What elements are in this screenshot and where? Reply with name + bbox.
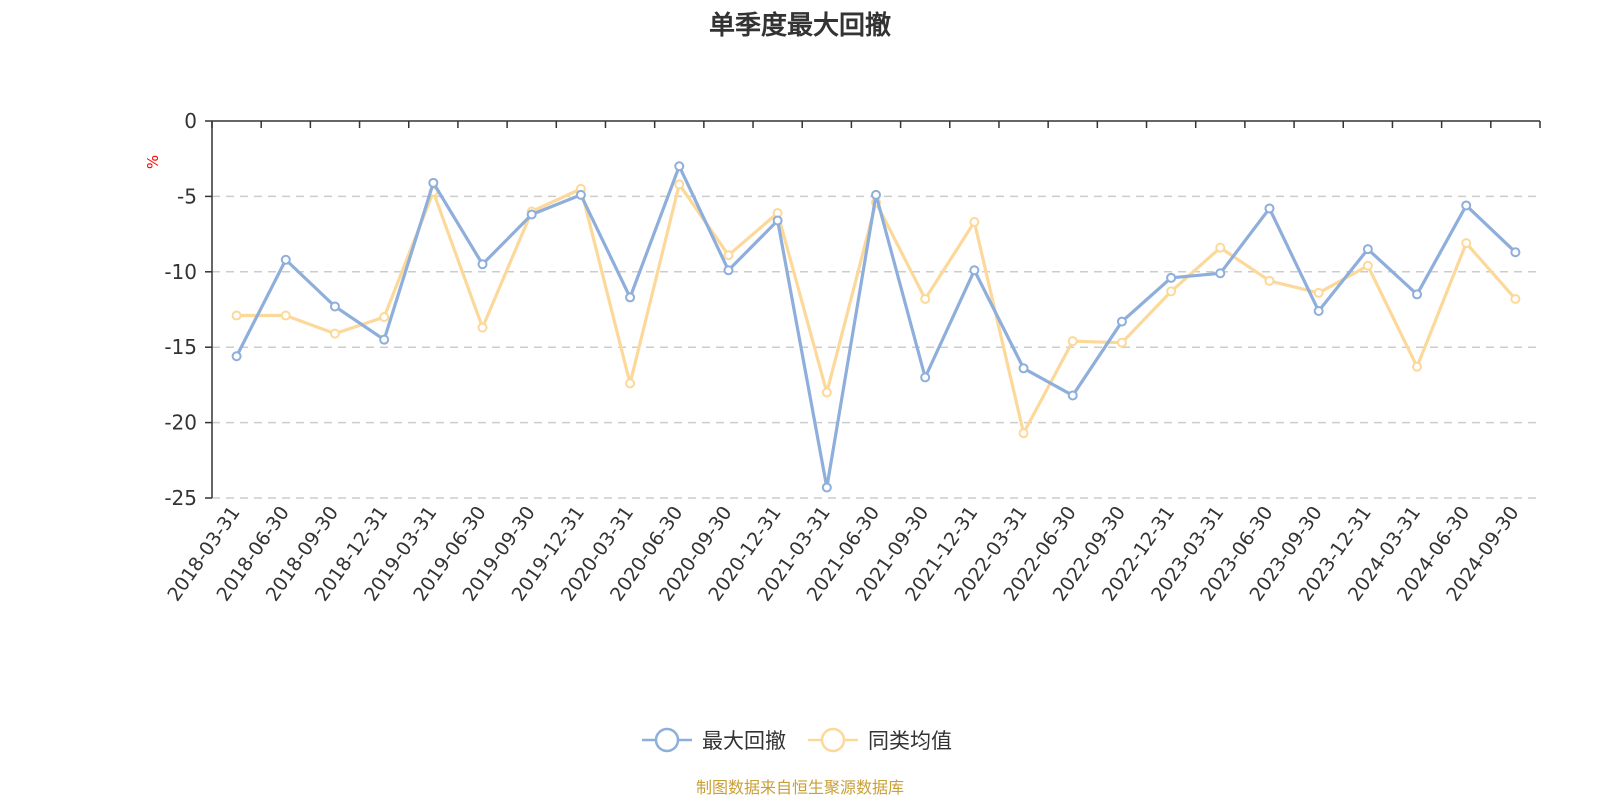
legend-marker-icon <box>654 727 680 753</box>
legend-marker-icon <box>820 727 846 753</box>
data-point <box>428 177 439 188</box>
data-point <box>329 301 340 312</box>
y-axis-unit: % <box>144 155 162 169</box>
data-point <box>920 293 931 304</box>
data-point <box>625 378 636 389</box>
data-point <box>1461 238 1472 249</box>
y-tick-label: 0 <box>184 109 197 133</box>
data-point <box>1018 428 1029 439</box>
data-point <box>821 387 832 398</box>
series-2 <box>231 179 1521 439</box>
y-tick-label: -20 <box>164 411 197 435</box>
data-point <box>1412 289 1423 300</box>
data-point <box>772 215 783 226</box>
axes: 0-5-10-15-20-252018-03-312018-06-302018-… <box>163 109 1541 605</box>
data-point <box>1067 336 1078 347</box>
data-point <box>1116 337 1127 348</box>
legend-item-2[interactable]: 同类均值 <box>808 727 952 753</box>
data-point <box>280 254 291 265</box>
data-point <box>1067 390 1078 401</box>
data-point <box>969 217 980 228</box>
data-point <box>674 179 685 190</box>
data-point <box>1362 260 1373 271</box>
data-point <box>379 312 390 323</box>
data-point <box>329 328 340 339</box>
series-lines <box>231 161 1521 493</box>
data-point <box>575 189 586 200</box>
data-point <box>1215 268 1226 279</box>
data-point <box>1116 316 1127 327</box>
data-point <box>1215 242 1226 253</box>
data-point <box>1313 287 1324 298</box>
data-point <box>920 372 931 383</box>
data-point <box>1313 306 1324 317</box>
data-point <box>1018 363 1029 374</box>
data-point <box>477 259 488 270</box>
data-point <box>1510 293 1521 304</box>
data-point <box>1412 361 1423 372</box>
data-point <box>1362 244 1373 255</box>
data-point <box>1264 203 1275 214</box>
data-point <box>526 209 537 220</box>
data-point <box>1264 275 1275 286</box>
data-point <box>723 250 734 261</box>
data-point <box>231 310 242 321</box>
data-point <box>1166 286 1177 297</box>
y-tick-label: -15 <box>164 335 197 359</box>
legend-label: 同类均值 <box>868 729 952 753</box>
series-line <box>234 164 1518 490</box>
data-point <box>280 310 291 321</box>
source-note: 制图数据来自恒生聚源数据库 <box>696 778 904 797</box>
series-1 <box>231 161 1521 493</box>
data-point <box>477 322 488 333</box>
data-point <box>723 265 734 276</box>
y-tick-label: -10 <box>164 260 197 284</box>
data-point <box>1510 247 1521 258</box>
data-point <box>871 189 881 200</box>
y-tick-label: -5 <box>177 184 197 208</box>
chart-title: 单季度最大回撤 <box>709 10 891 41</box>
y-tick-label: -25 <box>164 486 197 510</box>
data-point <box>625 292 636 303</box>
data-point <box>674 161 685 172</box>
series-line <box>234 182 1518 435</box>
data-point <box>821 482 832 493</box>
legend[interactable]: 最大回撤 同类均值 <box>642 727 952 753</box>
data-point <box>969 265 980 276</box>
data-point <box>231 351 242 362</box>
data-point <box>1166 272 1177 283</box>
data-point <box>1461 200 1472 211</box>
legend-label: 最大回撤 <box>702 729 786 753</box>
grid-lines <box>212 195 1540 499</box>
legend-item-1[interactable]: 最大回撤 <box>642 727 786 753</box>
data-point <box>379 334 390 345</box>
